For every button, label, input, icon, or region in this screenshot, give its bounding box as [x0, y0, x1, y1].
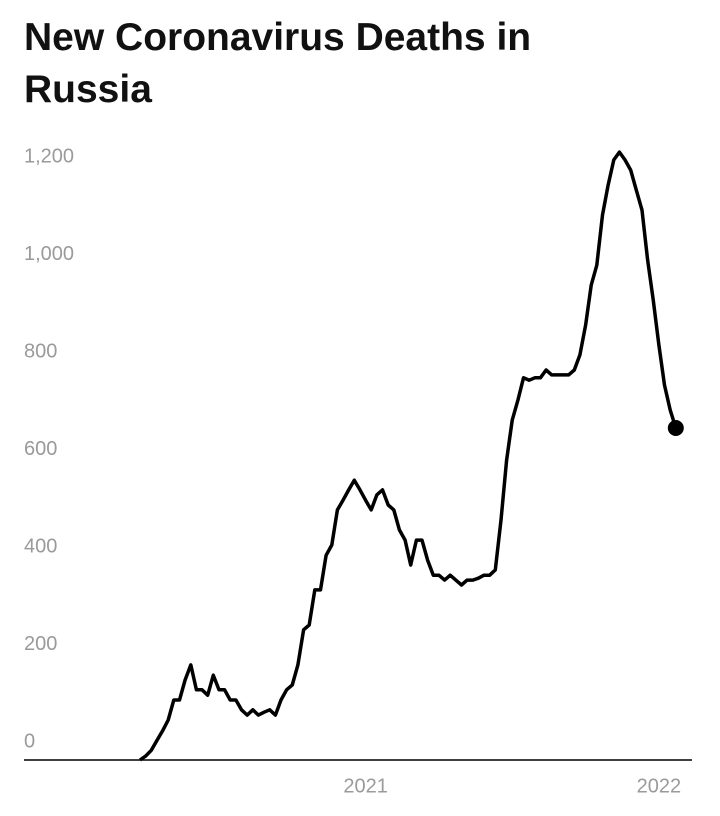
y-tick-label: 600 [24, 438, 57, 460]
end-dot [667, 420, 684, 437]
y-tick-label: 1,200 [24, 145, 74, 167]
chart-title: New Coronavirus Deaths in Russia [24, 16, 532, 111]
y-tick-label: 800 [24, 340, 57, 362]
x-tick-label: 2021 [343, 775, 388, 797]
y-tick-label: 400 [24, 535, 57, 557]
y-tick-label: 200 [24, 633, 57, 655]
y-tick-label: 0 [24, 730, 35, 752]
y-tick-label: 1,000 [24, 243, 74, 265]
x-tick-label: 2022 [637, 775, 682, 797]
series-line [138, 150, 678, 762]
